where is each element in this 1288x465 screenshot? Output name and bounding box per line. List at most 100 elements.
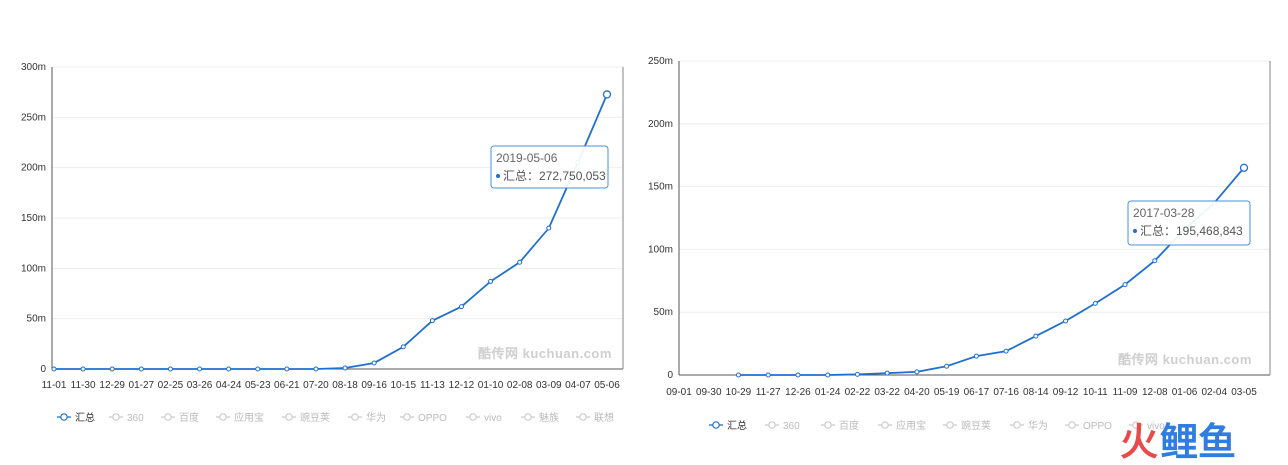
data-point	[854, 371, 860, 377]
x-tick-label: 10-15	[390, 380, 416, 391]
data-point	[1003, 348, 1009, 354]
data-point	[825, 372, 831, 378]
legend-item[interactable]: 汇总	[57, 411, 95, 424]
legend-circle-icon	[285, 413, 293, 421]
data-point	[914, 369, 920, 375]
y-tick-label: 50m	[654, 307, 673, 318]
legend-item[interactable]: 豌豆荚	[943, 419, 991, 432]
legend-item[interactable]: vivo	[1129, 421, 1165, 432]
x-tick-label: 05-19	[934, 387, 960, 398]
hover-point	[602, 90, 612, 99]
data-point	[109, 366, 115, 372]
x-tick-label: 08-14	[1023, 387, 1049, 398]
x-tick-label: 02-04	[1201, 387, 1227, 398]
tooltip-date: 2017-03-28	[1133, 206, 1195, 220]
legend-item[interactable]: 华为	[348, 411, 386, 424]
x-tick-label: 09-01	[666, 387, 692, 398]
legend-item[interactable]: 百度	[821, 419, 859, 432]
legend-circle-icon	[469, 413, 477, 421]
data-point	[255, 366, 261, 372]
x-tick-label: 06-17	[964, 387, 990, 398]
legend-circle-icon	[60, 413, 68, 421]
legend-label: OPPO	[1083, 421, 1112, 432]
legend-label: 豌豆荚	[961, 419, 991, 432]
x-tick-label: 11-01	[42, 380, 67, 391]
legend-circle-icon	[1013, 421, 1021, 429]
legend-item[interactable]: 汇总	[709, 419, 747, 432]
legend-circle-icon	[164, 413, 172, 421]
legend-item[interactable]: 360	[765, 421, 800, 432]
y-tick-label: 250m	[21, 112, 46, 123]
x-tick-label: 06-21	[274, 380, 300, 391]
data-point	[138, 366, 144, 372]
x-tick-label: 09-16	[361, 380, 387, 391]
legend-item[interactable]: 百度	[161, 411, 199, 424]
legend-circle-icon	[403, 413, 411, 421]
data-point	[1092, 300, 1098, 306]
legend-item[interactable]: 应用宝	[878, 419, 926, 432]
x-tick-label: 12-08	[1142, 387, 1168, 398]
x-tick-label: 01-24	[815, 387, 841, 398]
x-tick-label: 02-25	[158, 380, 184, 391]
data-point	[284, 366, 290, 372]
legend-item[interactable]: 联想	[576, 411, 614, 424]
legend-label: 百度	[839, 419, 859, 432]
data-point	[795, 372, 801, 378]
tooltip: 2017-03-28 汇总：195,468,843	[1127, 200, 1251, 246]
legend-circle-icon	[946, 421, 954, 429]
x-tick-label: 08-18	[332, 380, 358, 391]
legend-label: 360	[783, 421, 800, 432]
x-tick-label: 12-26	[785, 387, 811, 398]
legend-circle-icon	[524, 413, 532, 421]
x-tick-label: 04-07	[565, 380, 591, 391]
data-point	[197, 366, 203, 372]
legend-circle-icon	[1068, 421, 1076, 429]
legend-circle-icon	[219, 413, 227, 421]
legend-circle-icon	[712, 421, 720, 429]
legend-item[interactable]: 360	[109, 413, 144, 424]
legend-label: 汇总	[727, 419, 747, 432]
legend-label: 应用宝	[234, 411, 264, 424]
legend-item[interactable]: 豌豆荚	[282, 411, 330, 424]
legend-label: OPPO	[418, 413, 447, 424]
x-tick-label: 01-27	[129, 380, 155, 391]
data-point	[400, 344, 406, 350]
data-point	[429, 318, 435, 324]
tooltip-dot	[1133, 229, 1137, 233]
chart-2: 0 50m 100m 150m 200m 250m 09-01 09-30 10-29 11-27…	[648, 56, 1271, 432]
data-point	[546, 225, 552, 231]
legend-label: 百度	[179, 411, 199, 424]
x-tick-label: 03-26	[187, 380, 213, 391]
data-point	[1122, 282, 1128, 288]
legend-item[interactable]: OPPO	[400, 413, 447, 424]
x-tick-label: 05-06	[594, 380, 620, 391]
y-tick-label: 0	[667, 370, 673, 381]
x-tick-label: 07-20	[303, 380, 329, 391]
x-tick-label: 03-05	[1231, 387, 1257, 398]
x-tick-label: 11-27	[756, 387, 781, 398]
legend-item[interactable]: 魅族	[521, 411, 559, 424]
legend-item[interactable]: 应用宝	[216, 411, 264, 424]
tooltip-box	[1127, 200, 1251, 246]
y-tick-label: 100m	[21, 263, 46, 274]
x-tick-label: 04-24	[216, 380, 242, 391]
data-point	[735, 372, 741, 378]
y-tick-label: 300m	[21, 62, 46, 73]
y-tick-label: 200m	[648, 119, 673, 130]
data-point	[167, 366, 173, 372]
x-tick-label: 11-09	[1113, 387, 1138, 398]
x-tick-label: 10-29	[726, 387, 752, 398]
data-point	[1063, 318, 1069, 324]
data-point	[944, 363, 950, 369]
legend-item[interactable]: OPPO	[1065, 421, 1112, 432]
y-tick-label: 50m	[27, 314, 46, 325]
legend-circle-icon	[351, 413, 359, 421]
x-tick-label: 11-13	[420, 380, 445, 391]
x-tick-label: 12-29	[99, 380, 125, 391]
legend-item[interactable]: 华为	[1010, 419, 1048, 432]
data-point	[488, 278, 494, 284]
legend-item[interactable]: vivo	[466, 413, 502, 424]
tooltip-date: 2019-05-06	[496, 151, 558, 165]
chart-1: 0 50m 100m 150m 200m 250m 300m 11-01 11-30 12-29 0…	[21, 62, 624, 424]
